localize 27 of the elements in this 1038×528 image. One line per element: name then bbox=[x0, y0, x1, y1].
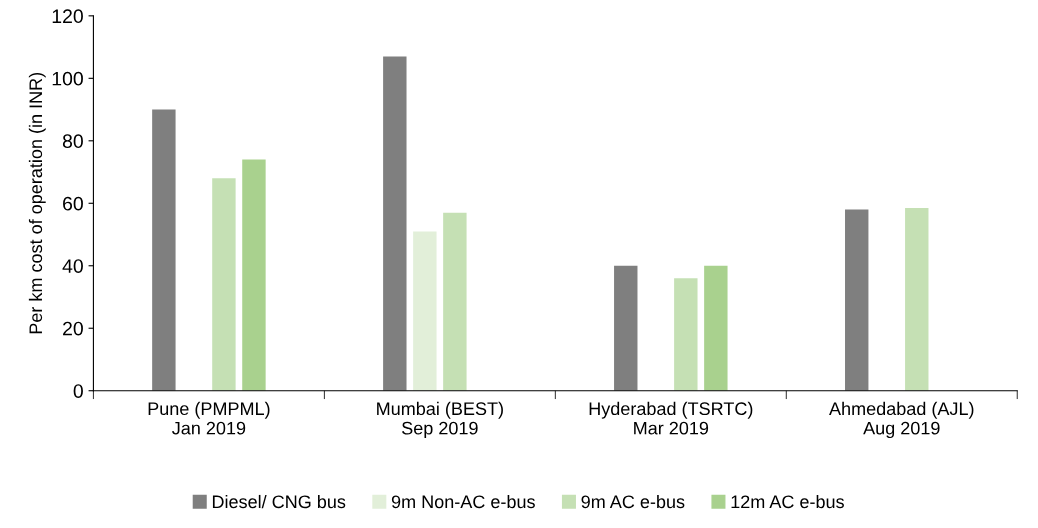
y-tick-label: 60 bbox=[63, 196, 83, 211]
y-tick-label: 120 bbox=[52, 9, 83, 24]
bar bbox=[152, 109, 176, 391]
bar bbox=[242, 159, 266, 391]
y-tick-label: 40 bbox=[62, 259, 83, 273]
y-axis-title: Per km cost of operation (in INR) bbox=[28, 72, 46, 334]
y-tick-label: 20 bbox=[63, 321, 83, 336]
bar bbox=[383, 56, 407, 391]
y-tick-label: 100 bbox=[52, 71, 83, 86]
bar bbox=[614, 265, 638, 391]
bar bbox=[674, 278, 698, 391]
x-tick-label: Hyderabad (TSRTC) Mar 2019 bbox=[589, 401, 753, 435]
y-tick-label: 80 bbox=[62, 134, 83, 149]
x-tick-label: Pune (PMPML) Jan 2019 bbox=[148, 401, 270, 435]
legend-label: 12m AC e-bus bbox=[731, 494, 844, 509]
bar bbox=[905, 207, 929, 391]
legend-label: 9m AC e-bus bbox=[581, 494, 685, 509]
bar bbox=[704, 265, 728, 391]
y-tick-label: 0 bbox=[73, 384, 83, 398]
bar bbox=[443, 212, 467, 391]
legend-label: 9m Non-AC e-bus bbox=[391, 494, 535, 509]
bar bbox=[212, 178, 236, 391]
x-tick-label: Ahmedabad (AJL) Aug 2019 bbox=[829, 401, 974, 439]
x-tick-label: Mumbai (BEST) Sep 2019 bbox=[377, 401, 503, 439]
bar bbox=[845, 209, 869, 391]
bar bbox=[413, 231, 437, 391]
legend-label: Diesel/ CNG bus bbox=[212, 494, 346, 509]
